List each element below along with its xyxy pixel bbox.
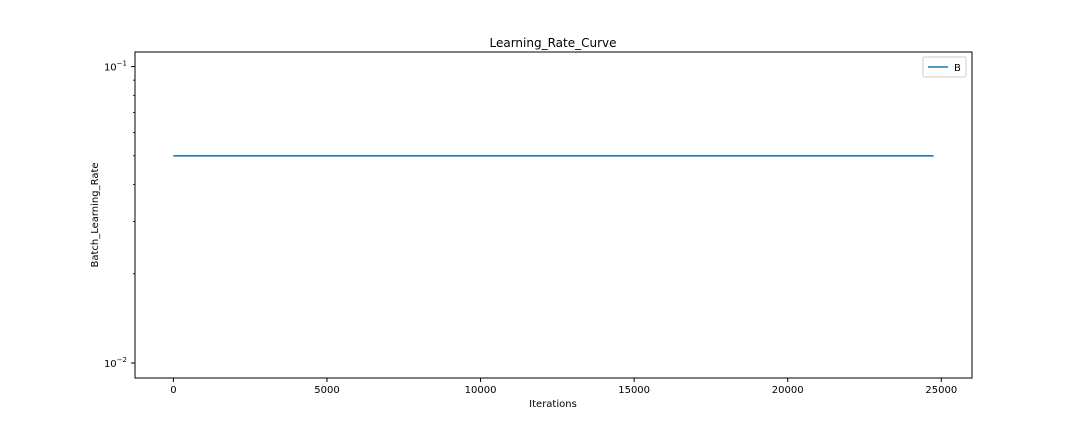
- x-axis: 0 5000 10000 15000 20000 25000: [170, 378, 957, 396]
- y-axis: 10−210−1: [104, 60, 135, 370]
- x-tick-label: 20000: [772, 385, 804, 396]
- x-tick-label: 5000: [314, 385, 339, 396]
- y-tick-label-base: 10: [104, 63, 117, 74]
- y-axis-label: Batch_Learning_Rate: [90, 162, 101, 267]
- chart-title: Learning_Rate_Curve: [489, 36, 616, 50]
- y-tick-label-exponent: −1: [117, 60, 127, 68]
- legend-label: B: [954, 63, 961, 74]
- plot-area: [134, 51, 973, 379]
- x-tick-label: 25000: [925, 385, 957, 396]
- y-tick-label-base: 10: [104, 359, 117, 370]
- x-axis-label: Iterations: [529, 399, 577, 410]
- x-tick-label: 10000: [465, 385, 497, 396]
- legend: B: [922, 56, 967, 78]
- x-tick-label: 15000: [618, 385, 650, 396]
- x-tick-label: 0: [170, 385, 176, 396]
- y-tick-label: 10−2: [104, 356, 127, 370]
- y-tick-label: 10−1: [104, 60, 127, 74]
- y-tick-label-exponent: −2: [117, 356, 127, 364]
